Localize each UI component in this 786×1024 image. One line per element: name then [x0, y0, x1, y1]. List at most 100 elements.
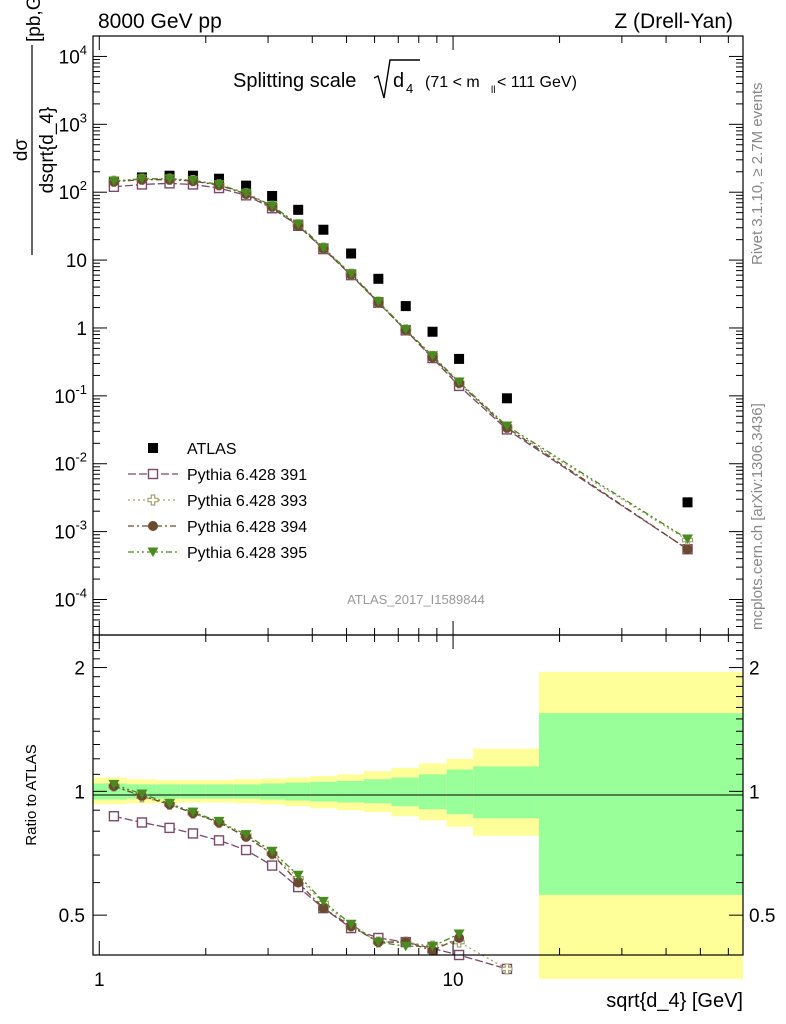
collider-label: 8000 GeV pp [98, 10, 222, 33]
x-tick-label: 1 [94, 970, 105, 991]
data-point [214, 173, 225, 184]
ratio-panel-frame [92, 634, 744, 956]
y-tick-exponent: -1 [75, 382, 87, 397]
ratio-series-line [113, 785, 460, 952]
data-point [400, 324, 412, 335]
ratio-point [164, 798, 176, 809]
title-symbol-sub: 4 [406, 81, 413, 96]
ratio-point [240, 844, 252, 856]
y-tick-label: 10-3 [54, 518, 87, 544]
data-point [427, 351, 439, 361]
rivet-label: Rivet 3.1.10, ≥ 2.7M events [749, 83, 766, 266]
ratio-point [213, 835, 225, 846]
ratio-uncertainty-bands [93, 672, 743, 979]
legend-marker [147, 494, 159, 506]
data-point [346, 248, 357, 259]
data-point [164, 174, 176, 184]
legend-label: Pythia 6.428 391 [187, 467, 307, 484]
y-axis-label-main: dσ dsqrt{d_4} [pb,GeV-1] [11, 0, 58, 255]
band-inner [363, 779, 392, 804]
data-point [501, 393, 512, 404]
title-prefix: Splitting scale [233, 70, 356, 92]
y-tick-exponent: 3 [80, 110, 87, 125]
band-inner [446, 769, 474, 815]
y-tick-exponent: -2 [75, 450, 87, 465]
band-inner [473, 766, 540, 819]
ratio-axes: 0.5 0.5 1 1 2 2 1 10 [59, 635, 775, 991]
x-tick-label: 10 [442, 970, 463, 991]
data-point [682, 544, 693, 555]
band-inner [539, 713, 743, 895]
data-point [682, 534, 694, 544]
legend-marker [148, 521, 158, 531]
y-tick-label: 10-1 [54, 382, 87, 408]
title-symbol: d [393, 70, 404, 92]
data-point [317, 243, 329, 253]
y-tick-mantissa: 10 [59, 183, 80, 204]
data-point [501, 421, 513, 431]
ratio-y-tick-label: 0.5 [59, 906, 85, 927]
data-point [136, 174, 148, 184]
ratio-point [317, 896, 329, 907]
ratio-point [293, 877, 304, 888]
ratio-point [292, 870, 304, 881]
sqrt-sign-icon [373, 59, 420, 99]
ratio-y-tick-label: 2 [74, 659, 85, 680]
y-tick-label: 10-4 [54, 586, 87, 612]
legend-label: ATLAS [187, 441, 237, 458]
y-tick-exponent: 4 [80, 42, 87, 57]
ratio-series-line [113, 783, 460, 947]
band-inner [233, 784, 261, 799]
band-inner [391, 777, 419, 807]
data-point [187, 175, 199, 186]
title-range-close: < 111 GeV) [497, 74, 577, 91]
y-label-numerator: dσ [11, 139, 32, 162]
band-inner [205, 784, 234, 799]
ratio-point [427, 941, 439, 952]
y-tick-mantissa: 10 [54, 523, 75, 544]
y-label-denominator: dsqrt{d_4} [37, 107, 58, 194]
band-inner [418, 774, 447, 810]
ratio-point [187, 807, 199, 818]
band-inner [180, 784, 206, 799]
ratio-point [108, 779, 120, 790]
legend-marker [148, 443, 158, 453]
series-line [113, 178, 688, 540]
ratio-point [266, 846, 278, 857]
ratio-point [453, 929, 465, 939]
ratio-point [345, 919, 357, 930]
y-tick-label: 10-2 [54, 450, 87, 476]
band-inner [337, 780, 364, 803]
legend-label: Pythia 6.428 394 [187, 519, 307, 536]
data-point [454, 353, 465, 364]
ratio-series-group [108, 779, 513, 975]
legend: ATLAS Pythia 6.428 391 Pythia 6.428 393 Pyt… [128, 441, 307, 562]
data-point [453, 377, 465, 387]
plot-title: Splitting scale d 4 (71 < m ll < 111 GeV… [233, 59, 577, 99]
analysis-reference: ATLAS_2017_I1589844 [347, 592, 485, 607]
ratio-point [213, 816, 225, 827]
ratio-point [187, 828, 199, 839]
band-inner [310, 781, 338, 802]
mcplots-label: mcplots.cern.ch [arXiv:1306.3436] [749, 403, 766, 630]
data-point [267, 190, 278, 201]
y-tick-exponent: -4 [75, 586, 87, 601]
y-tick-mantissa: 10 [59, 47, 80, 68]
y-tick-label: 104 [59, 42, 87, 68]
y-label-unit-open: [pb,GeV [24, 0, 45, 42]
title-range-sub: ll [491, 85, 495, 96]
legend-marker [147, 468, 159, 480]
y-tick-exponent: 2 [80, 178, 87, 193]
data-point [400, 301, 411, 312]
ratio-point [266, 860, 278, 871]
ratio-y-tick-label-right: 1 [749, 782, 760, 803]
data-point [266, 201, 278, 211]
data-point [318, 224, 329, 235]
legend-label: Pythia 6.428 395 [187, 545, 307, 562]
series-line [113, 179, 688, 550]
ratio-y-tick-label-right: 0.5 [749, 906, 775, 927]
ratio-series-line [113, 815, 508, 970]
ratio-point [501, 963, 513, 975]
